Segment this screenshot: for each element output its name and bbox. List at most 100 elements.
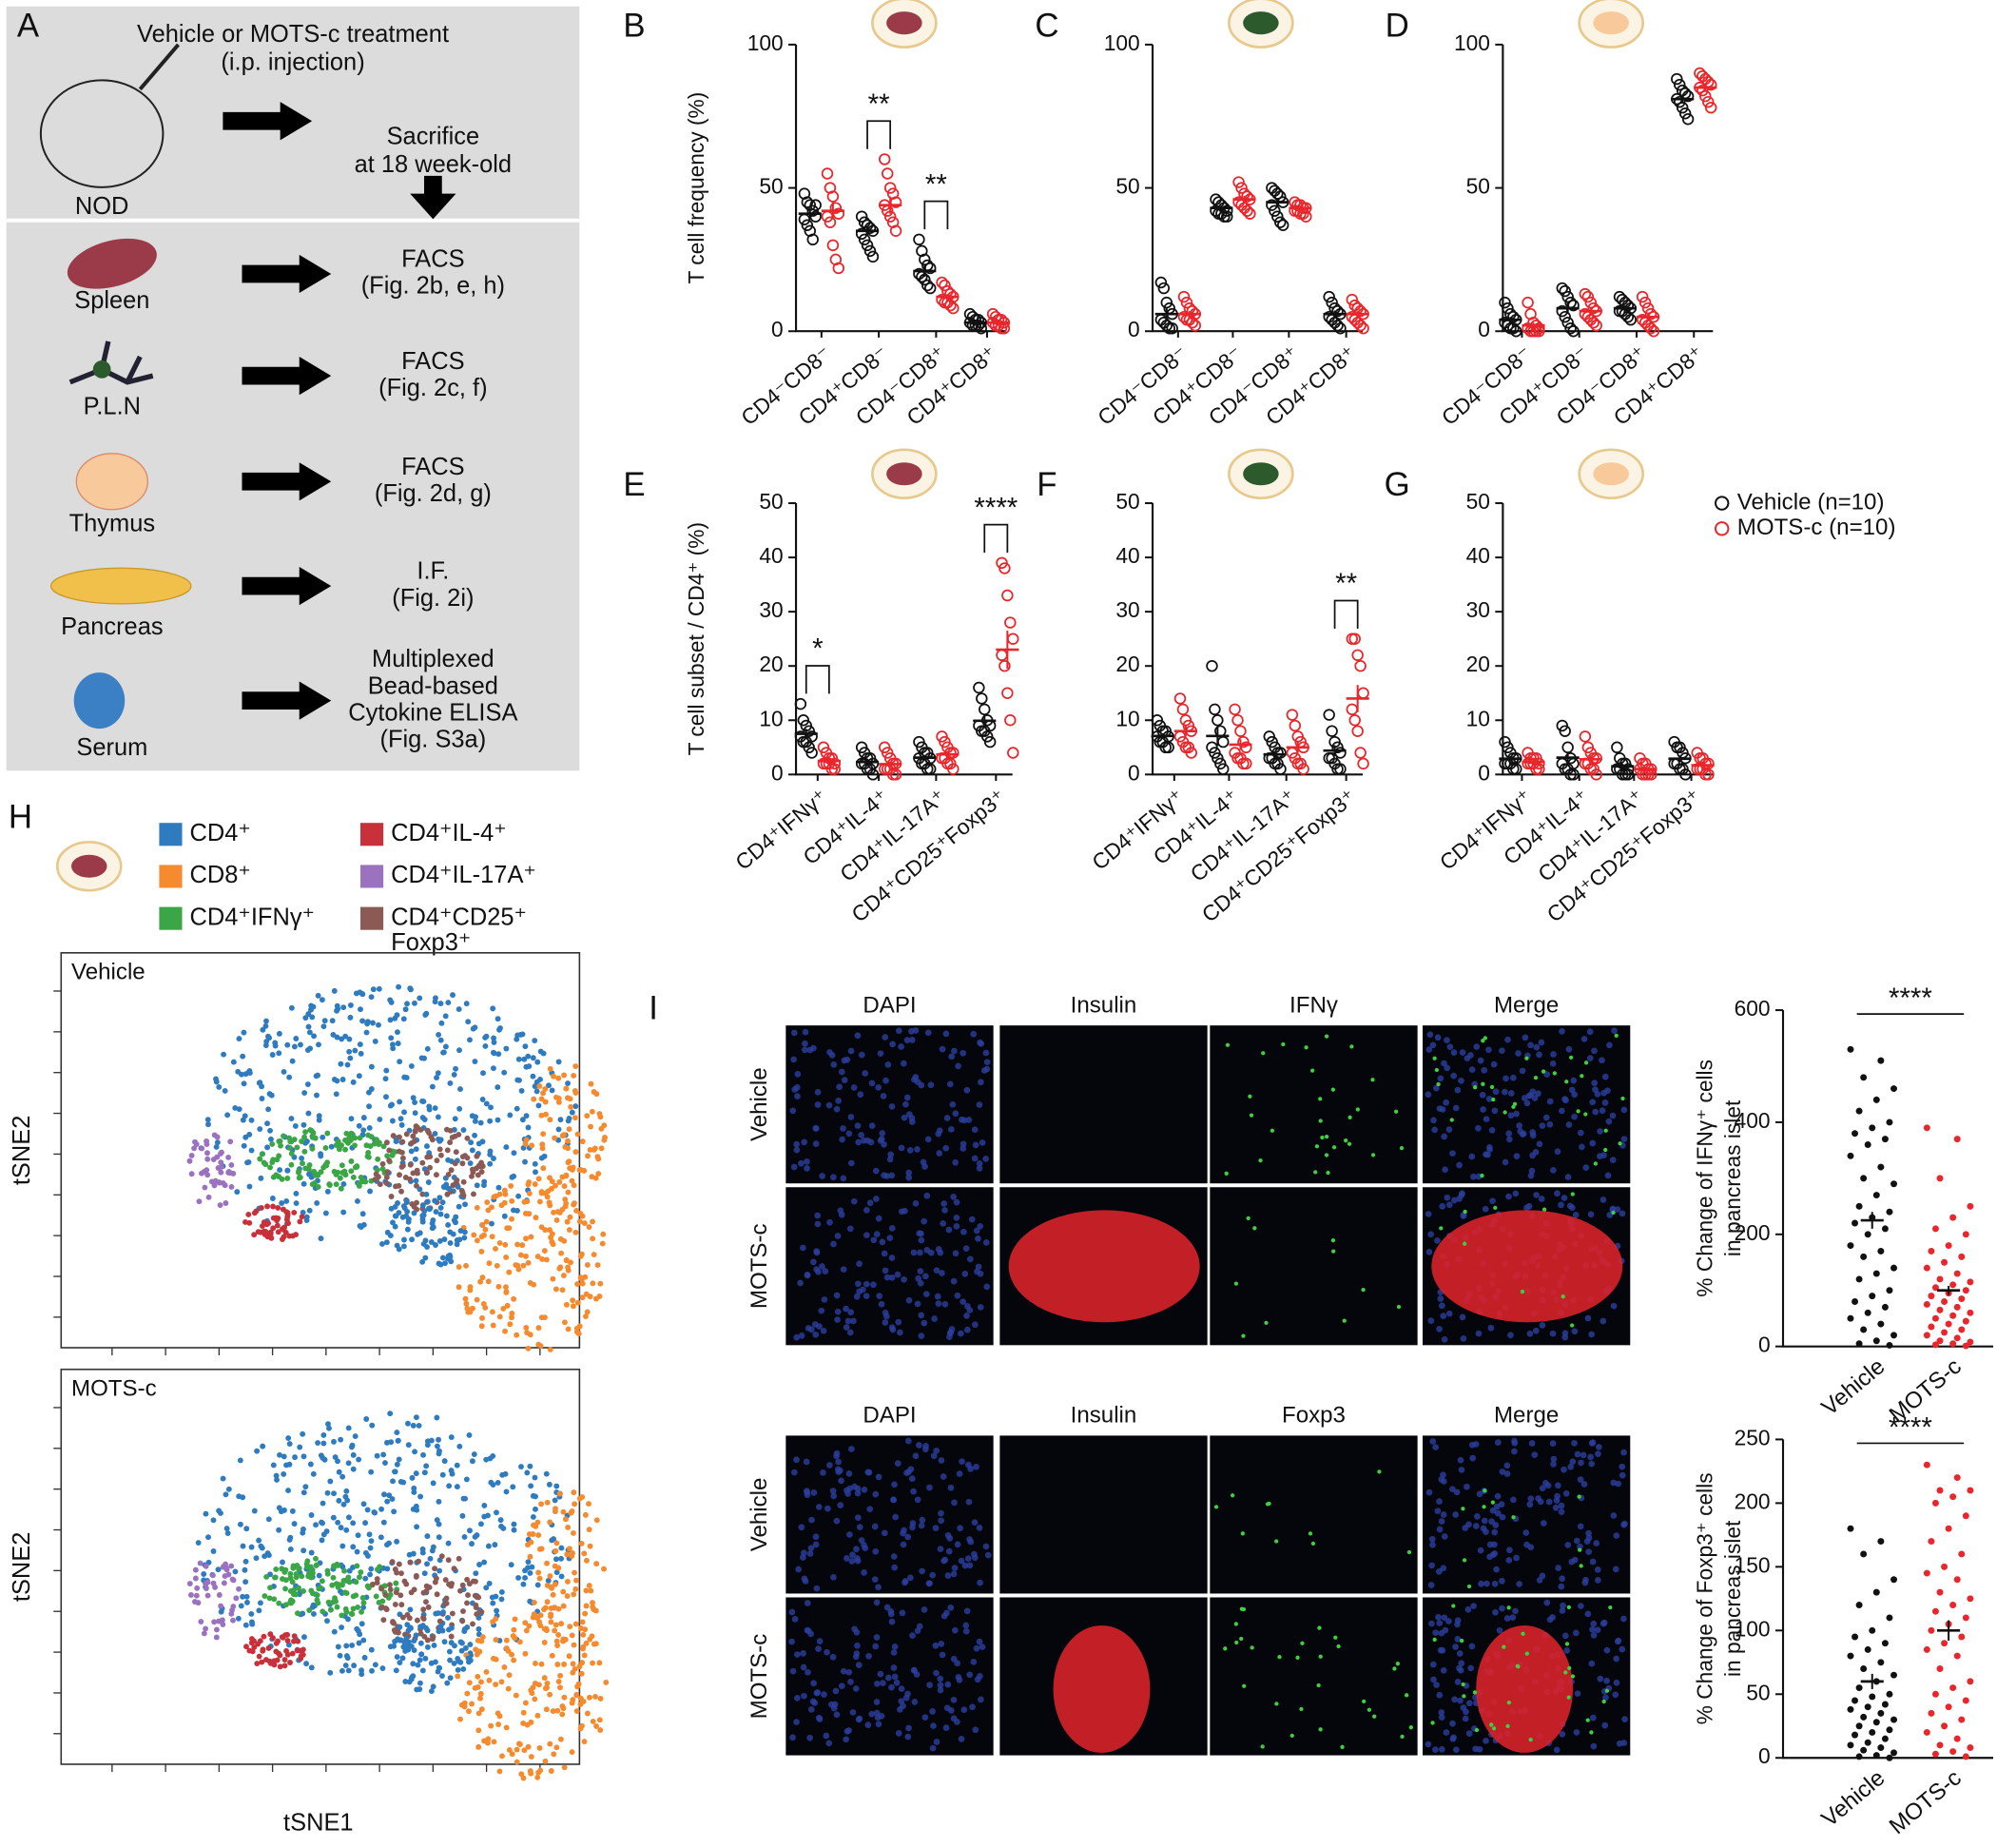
tsne-cell (245, 1069, 252, 1076)
data-point (1881, 1136, 1889, 1143)
tsne-cell (392, 1203, 398, 1210)
tsne-cell (581, 1652, 588, 1659)
image-texture (1260, 1744, 1265, 1749)
tsne-cell (387, 1017, 394, 1023)
image-texture (875, 1215, 882, 1222)
tsne-cell (425, 1179, 432, 1185)
tsne-cell (291, 1633, 298, 1640)
micrograph (999, 1025, 1208, 1184)
image-texture (1595, 1577, 1601, 1584)
image-texture (948, 1053, 956, 1060)
image-texture (899, 1609, 906, 1617)
data-point (1949, 1684, 1957, 1692)
tsne-cell (281, 1133, 286, 1139)
image-texture (1355, 1107, 1360, 1112)
tsne-cell (245, 1159, 252, 1165)
data-point (1864, 1231, 1871, 1238)
tsne-cell (586, 1694, 592, 1701)
y-tick-label: 100 (747, 30, 784, 55)
tsne-cell (474, 1611, 480, 1618)
tsne-cell (556, 1490, 563, 1497)
image-texture (865, 1652, 872, 1660)
tsne-cell (399, 1655, 406, 1662)
tsne-cell (432, 1105, 438, 1111)
image-texture (1480, 1106, 1486, 1113)
tsne-cell (483, 1100, 490, 1107)
tsne-cell (336, 1469, 342, 1475)
tsne-cell (326, 1181, 333, 1188)
image-texture (866, 1506, 874, 1513)
tsne-cell (373, 1171, 379, 1177)
data-point (1611, 741, 1623, 754)
image-texture (1577, 1543, 1583, 1550)
tsne-cell (221, 1051, 227, 1058)
image-texture (1549, 1330, 1557, 1337)
image-texture (944, 1681, 952, 1688)
tsne-cell (597, 1727, 604, 1733)
tsne-cell (240, 1543, 246, 1549)
y-tick-label: 400 (1735, 1108, 1771, 1133)
tsne-cell (593, 1561, 600, 1567)
tsne-cell (389, 1152, 396, 1158)
image-texture (1430, 1721, 1435, 1725)
data-point (1923, 1645, 1930, 1653)
tsne-cell (440, 1609, 446, 1616)
tsne-cell (457, 1228, 464, 1234)
image-texture (1264, 1320, 1269, 1326)
image-texture (1513, 1554, 1520, 1562)
data-point (1206, 659, 1218, 672)
tsne-cell (533, 1523, 539, 1529)
row-header: Vehicle (746, 1067, 772, 1141)
data-point (1007, 747, 1019, 759)
image-texture (797, 1279, 804, 1287)
tsne-cell (523, 1113, 530, 1119)
image-texture (1523, 1541, 1530, 1548)
image-texture (789, 1107, 797, 1115)
tsne-cell (279, 1176, 285, 1182)
image-texture (854, 1642, 861, 1649)
tsne-cell (240, 1494, 246, 1501)
tsne-cell (303, 1561, 310, 1567)
image-texture (1457, 1456, 1464, 1464)
tsne-cell (576, 1218, 583, 1225)
tsne-cell (230, 1577, 237, 1584)
image-texture (920, 1158, 927, 1166)
data-point (1559, 310, 1571, 323)
tsne-cell (483, 1668, 490, 1675)
image-texture (1432, 1746, 1439, 1754)
image-texture (804, 1488, 811, 1496)
image-texture (1483, 1036, 1488, 1041)
data-point (1923, 1461, 1930, 1469)
tsne-cell (198, 1619, 204, 1624)
tsne-cell (500, 1526, 507, 1531)
image-texture (1394, 1109, 1399, 1114)
data-point (1860, 1253, 1868, 1260)
image-texture (1590, 1742, 1598, 1750)
tsne-cell (384, 1153, 391, 1159)
tsne-cell (501, 1213, 508, 1219)
tsne-cell (459, 1154, 466, 1160)
tsne-cell (223, 1561, 229, 1567)
image-texture (1505, 1130, 1513, 1138)
tsne-cell (213, 1626, 220, 1633)
data-point (1941, 1329, 1949, 1336)
data-point (1274, 763, 1287, 775)
panel-letter: A (17, 8, 40, 45)
data-point (1847, 1652, 1854, 1660)
tsne-cell (288, 1161, 295, 1168)
tsne-cell (320, 1440, 327, 1447)
tsne-cell (461, 1534, 468, 1540)
tsne-cell (343, 1488, 350, 1494)
tsne-cell (583, 1603, 590, 1609)
image-texture (1526, 1501, 1534, 1508)
tsne-cell (360, 1127, 367, 1134)
image-texture (937, 1546, 944, 1552)
image-texture (1584, 1610, 1592, 1618)
data-point (824, 216, 837, 228)
image-texture (1585, 1718, 1590, 1722)
tsne-cell (588, 1123, 594, 1130)
data-point (1958, 1633, 1966, 1641)
tsne-cell (460, 1178, 467, 1185)
image-texture (1454, 1636, 1462, 1643)
